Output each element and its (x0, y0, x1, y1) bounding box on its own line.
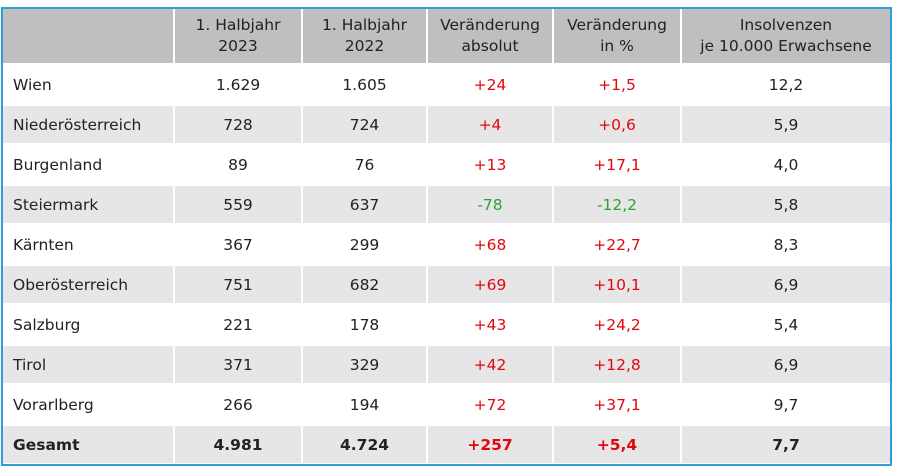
cell-h2022: 76 (303, 143, 428, 183)
cell-change-percent: +17,1 (554, 143, 682, 183)
cell-change-percent: +24,2 (554, 303, 682, 343)
header-h2023: 1. Halbjahr 2023 (175, 9, 303, 63)
cell-h2022: 4.724 (303, 423, 428, 463)
header-change-absolute-line1: Veränderung (440, 16, 540, 34)
cell-change-percent: +1,5 (554, 63, 682, 103)
cell-per-10000: 5,9 (682, 103, 890, 143)
header-change-absolute: Veränderung absolut (428, 9, 554, 63)
header-h2023-line1: 1. Halbjahr (195, 16, 281, 34)
cell-per-10000: 6,9 (682, 263, 890, 303)
cell-change-absolute: +72 (428, 383, 554, 423)
header-change-percent-line1: Veränderung (567, 16, 667, 34)
cell-h2022: 1.605 (303, 63, 428, 103)
table-row: Burgenland 89 76 +13 +17,1 4,0 (3, 143, 890, 183)
cell-change-percent: +0,6 (554, 103, 682, 143)
cell-h2023: 4.981 (175, 423, 303, 463)
cell-h2023: 559 (175, 183, 303, 223)
cell-per-10000: 9,7 (682, 383, 890, 423)
header-change-percent-line2: in % (600, 37, 634, 55)
table-row: Wien 1.629 1.605 +24 +1,5 12,2 (3, 63, 890, 103)
header-change-absolute-line2: absolut (461, 37, 519, 55)
cell-change-absolute: +43 (428, 303, 554, 343)
cell-per-10000: 5,8 (682, 183, 890, 223)
cell-region: Oberösterreich (3, 263, 175, 303)
cell-h2023: 751 (175, 263, 303, 303)
cell-h2023: 367 (175, 223, 303, 263)
cell-change-absolute: +257 (428, 423, 554, 463)
header-h2023-line2: 2023 (218, 37, 258, 55)
cell-region: Vorarlberg (3, 383, 175, 423)
cell-region: Niederösterreich (3, 103, 175, 143)
cell-h2022: 682 (303, 263, 428, 303)
cell-h2022: 724 (303, 103, 428, 143)
cell-change-percent: +10,1 (554, 263, 682, 303)
cell-per-10000: 12,2 (682, 63, 890, 103)
table-row: Kärnten 367 299 +68 +22,7 8,3 (3, 223, 890, 263)
cell-change-absolute: +13 (428, 143, 554, 183)
header-change-percent: Veränderung in % (554, 9, 682, 63)
cell-h2022: 299 (303, 223, 428, 263)
cell-region: Tirol (3, 343, 175, 383)
cell-h2023: 1.629 (175, 63, 303, 103)
cell-change-percent: +37,1 (554, 383, 682, 423)
header-h2022-line1: 1. Halbjahr (321, 16, 407, 34)
cell-h2023: 728 (175, 103, 303, 143)
table-row: Oberösterreich 751 682 +69 +10,1 6,9 (3, 263, 890, 303)
header-h2022-line2: 2022 (344, 37, 385, 55)
table-header: 1. Halbjahr 2023 1. Halbjahr 2022 Veränd… (3, 9, 890, 63)
header-per-10000-line1: Insolvenzen (739, 16, 833, 34)
cell-change-percent: +5,4 (554, 423, 682, 463)
cell-per-10000: 5,4 (682, 303, 890, 343)
cell-region: Wien (3, 63, 175, 103)
cell-change-absolute: +68 (428, 223, 554, 263)
table-row: Tirol 371 329 +42 +12,8 6,9 (3, 343, 890, 383)
insolvency-table: 1. Halbjahr 2023 1. Halbjahr 2022 Veränd… (3, 9, 890, 463)
header-row: 1. Halbjahr 2023 1. Halbjahr 2022 Veränd… (3, 9, 890, 63)
cell-per-10000: 6,9 (682, 343, 890, 383)
cell-change-absolute: +4 (428, 103, 554, 143)
header-per-10000-line2: je 10.000 Erwachsene (700, 37, 872, 55)
cell-per-10000: 8,3 (682, 223, 890, 263)
cell-region: Burgenland (3, 143, 175, 183)
cell-per-10000: 4,0 (682, 143, 890, 183)
total-row: Gesamt 4.981 4.724 +257 +5,4 7,7 (3, 423, 890, 463)
cell-region: Salzburg (3, 303, 175, 343)
cell-change-percent: +22,7 (554, 223, 682, 263)
header-region (3, 9, 175, 63)
cell-change-absolute: -78 (428, 183, 554, 223)
cell-region: Gesamt (3, 423, 175, 463)
cell-h2022: 329 (303, 343, 428, 383)
cell-region: Steiermark (3, 183, 175, 223)
cell-region: Kärnten (3, 223, 175, 263)
cell-h2022: 178 (303, 303, 428, 343)
header-per-10000: Insolvenzen je 10.000 Erwachsene (682, 9, 890, 63)
cell-h2023: 221 (175, 303, 303, 343)
cell-change-percent: -12,2 (554, 183, 682, 223)
table-row: Niederösterreich 728 724 +4 +0,6 5,9 (3, 103, 890, 143)
cell-per-10000: 7,7 (682, 423, 890, 463)
cell-change-absolute: +69 (428, 263, 554, 303)
cell-h2023: 266 (175, 383, 303, 423)
cell-h2022: 637 (303, 183, 428, 223)
cell-change-absolute: +24 (428, 63, 554, 103)
cell-h2022: 194 (303, 383, 428, 423)
cell-h2023: 371 (175, 343, 303, 383)
table-row: Steiermark 559 637 -78 -12,2 5,8 (3, 183, 890, 223)
table-row: Salzburg 221 178 +43 +24,2 5,4 (3, 303, 890, 343)
cell-h2023: 89 (175, 143, 303, 183)
table-frame: 1. Halbjahr 2023 1. Halbjahr 2022 Veränd… (1, 7, 892, 466)
cell-change-percent: +12,8 (554, 343, 682, 383)
table-row: Vorarlberg 266 194 +72 +37,1 9,7 (3, 383, 890, 423)
table-body: Wien 1.629 1.605 +24 +1,5 12,2 Niederöst… (3, 63, 890, 463)
header-h2022: 1. Halbjahr 2022 (303, 9, 428, 63)
cell-change-absolute: +42 (428, 343, 554, 383)
